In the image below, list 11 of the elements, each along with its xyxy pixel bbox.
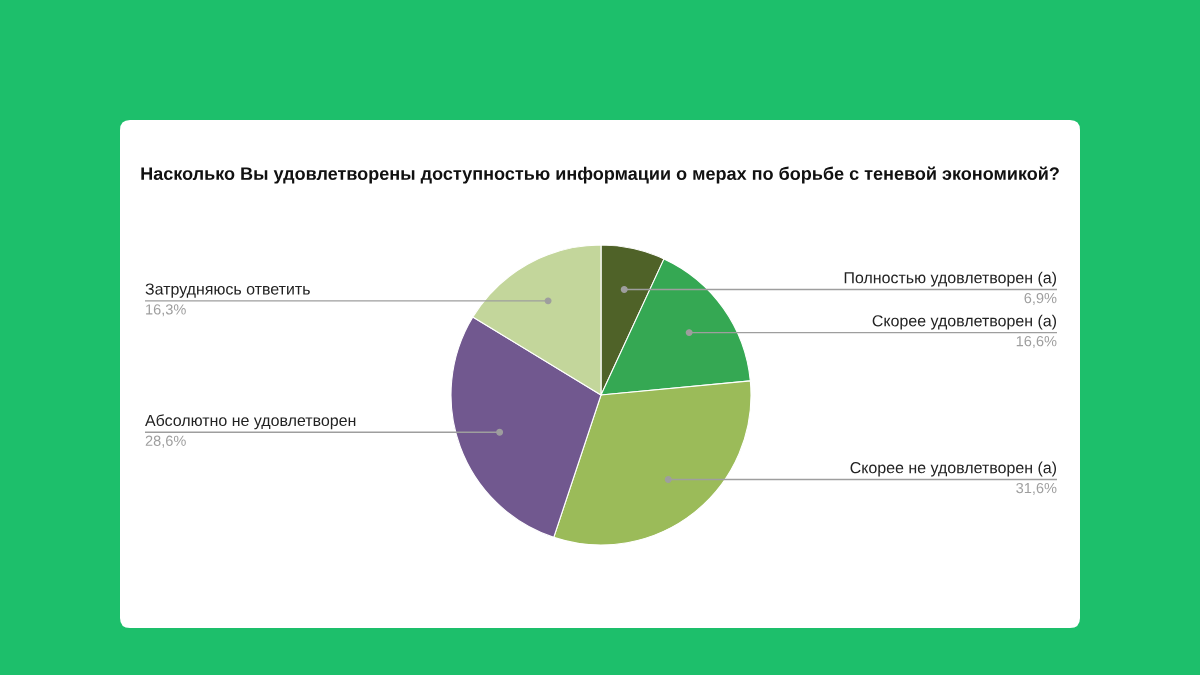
slice-label: Скорее удовлетворен (а) bbox=[872, 314, 1057, 330]
data-label: 16,3% bbox=[146, 304, 186, 317]
slice-label: Абсолютно не удовлетворен bbox=[145, 414, 356, 430]
slice-label: Затрудняюсь ответить bbox=[145, 283, 310, 298]
data-label: 31,6% bbox=[1016, 482, 1057, 495]
chart-title: Насколько Вы удовлетворены доступностью информации о мерах по борьбе с теневой экономикой? bbox=[141, 166, 1059, 184]
slice-label: Полностью удовлетворен (а) bbox=[844, 271, 1057, 287]
data-label: 28,6% bbox=[145, 435, 186, 448]
slice-label: Скорее не удовлетворен (а) bbox=[850, 461, 1057, 477]
data-label: 6,9% bbox=[1024, 292, 1057, 305]
data-label: 16,6% bbox=[1016, 336, 1057, 349]
